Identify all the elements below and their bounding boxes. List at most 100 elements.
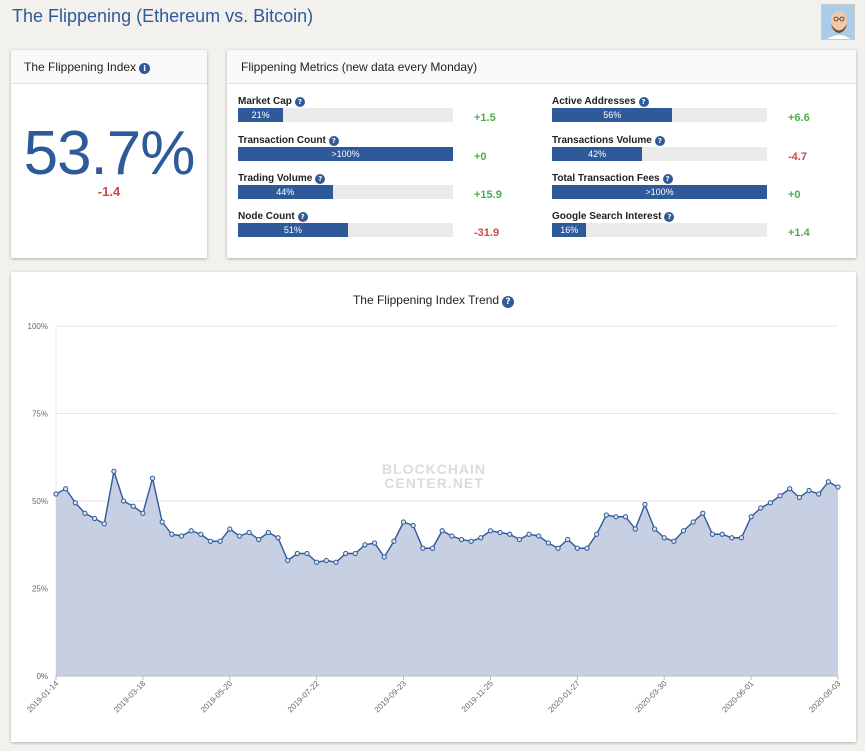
data-point [140, 510, 146, 516]
data-point [816, 491, 822, 497]
data-point [758, 505, 764, 511]
data-point [391, 538, 397, 544]
help-icon[interactable]: ? [297, 212, 308, 222]
data-point [545, 540, 551, 546]
help-icon[interactable]: ? [328, 136, 339, 146]
help-icon[interactable]: ? [654, 136, 665, 146]
metric-progress-text: >100% [331, 149, 360, 159]
x-tick-label: 2020-06-01 [720, 679, 756, 715]
y-tick-label: 100% [28, 322, 48, 331]
data-point [149, 475, 156, 481]
data-point [188, 528, 194, 534]
metric-progress-bar: 56% [552, 108, 767, 122]
metric-progress-text: >100% [645, 187, 674, 197]
metric-progress-bar: 42% [552, 147, 767, 161]
metric-progress-bar: 44% [238, 185, 453, 199]
info-icon[interactable]: i [139, 63, 151, 74]
data-point [314, 559, 320, 565]
data-point [526, 531, 532, 537]
metric-label-text: Transaction Count [238, 135, 326, 146]
data-point [294, 550, 300, 557]
data-point [72, 500, 78, 506]
data-point [256, 536, 262, 543]
data-point [198, 531, 204, 537]
metric-progress-bar: 51% [238, 223, 453, 237]
data-point [613, 514, 619, 520]
metric-transaction-count: Transaction Count? >100% +0 [238, 135, 538, 175]
data-point [265, 529, 271, 536]
x-tick-label: 2019-09-23 [373, 679, 409, 715]
data-point [507, 531, 513, 537]
data-point [777, 493, 783, 499]
metric-progress-text: 21% [251, 110, 270, 120]
metric-total-transaction-fees: Total Transaction Fees? >100% +0 [552, 173, 852, 213]
metric-change: +6.6 [788, 112, 810, 124]
data-point [729, 535, 735, 541]
metrics-card-title: Flippening Metrics (new data every Monda… [241, 60, 478, 74]
data-point [169, 531, 175, 537]
data-point [420, 545, 426, 551]
data-point [700, 510, 706, 516]
data-point [323, 557, 329, 564]
page-title: The Flippening (Ethereum vs. Bitcoin) [12, 6, 314, 26]
index-value: 53.7% [23, 119, 196, 188]
avatar-face-icon [822, 5, 854, 39]
help-icon[interactable]: ? [502, 296, 515, 308]
data-point [806, 487, 812, 494]
data-point [362, 542, 368, 548]
metric-change: +15.9 [474, 189, 502, 201]
data-point [120, 498, 127, 504]
metric-label: Google Search Interest? [552, 211, 675, 222]
x-tick-label: 2019-03-18 [112, 679, 148, 715]
metric-progress-bar: 21% [238, 108, 453, 122]
metric-label: Total Transaction Fees? [552, 173, 673, 184]
data-point [632, 526, 638, 532]
x-tick-label: 2019-07-22 [286, 679, 322, 715]
data-point [53, 491, 59, 497]
metric-label-text: Transactions Volume [552, 135, 652, 146]
flippening-metrics-card: Flippening Metrics (new data every Monda… [227, 50, 856, 258]
series-area [56, 471, 838, 676]
avatar[interactable] [821, 4, 855, 40]
data-point [825, 479, 831, 485]
metric-progress-text: 42% [588, 149, 607, 159]
x-tick-label: 2019-01-14 [25, 679, 61, 715]
data-point [217, 538, 223, 544]
data-point [623, 514, 629, 520]
metric-progress-bar: >100% [238, 147, 453, 161]
metric-progress-fill [552, 185, 767, 199]
data-point [574, 545, 580, 551]
metric-trading-volume: Trading Volume? 44% +15.9 [238, 173, 538, 213]
data-point [304, 550, 310, 557]
data-point [130, 503, 136, 509]
metric-change: -4.7 [788, 151, 807, 163]
index-card-header: The Flippening Index i [11, 50, 207, 84]
data-point [835, 484, 841, 490]
help-icon[interactable]: ? [315, 174, 326, 184]
data-point [690, 519, 696, 525]
help-icon[interactable]: ? [638, 97, 649, 107]
data-point [796, 494, 802, 501]
help-icon[interactable]: ? [662, 174, 673, 184]
metric-progress-fill [238, 223, 348, 237]
data-point [748, 514, 754, 520]
data-point [63, 486, 69, 492]
x-tick-label: 2020-08-03 [807, 679, 843, 715]
metric-label-text: Node Count [238, 211, 295, 222]
metric-market-cap: Market Cap? 21% +1.5 [238, 96, 538, 136]
metric-progress-text: 44% [276, 187, 295, 197]
help-icon[interactable]: ? [664, 212, 675, 222]
data-point [478, 535, 484, 541]
data-point [565, 536, 571, 543]
data-point [439, 528, 445, 534]
metric-change: +1.4 [788, 227, 810, 239]
x-tick-label: 2019-05-20 [199, 679, 235, 715]
data-point [709, 531, 716, 537]
y-tick-label: 0% [36, 672, 48, 681]
metric-label: Active Addresses? [552, 96, 649, 107]
data-point [651, 526, 658, 532]
help-icon[interactable]: ? [294, 97, 305, 107]
index-trend-card: The Flippening Index Trend? 0% 25% 50% 75% 1… [11, 272, 856, 742]
data-point [594, 531, 600, 537]
